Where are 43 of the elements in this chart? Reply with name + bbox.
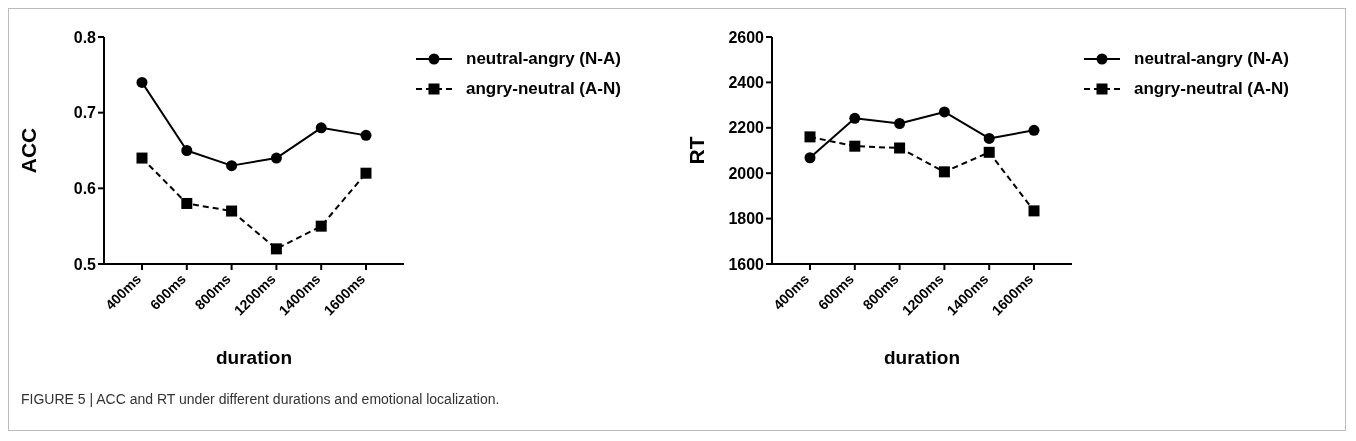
legend-label: neutral-angry (N-A) xyxy=(1134,49,1289,69)
y-tick-label: 2000 xyxy=(728,164,765,182)
point xyxy=(894,117,906,129)
y-axis-title: ACC xyxy=(17,127,41,174)
point xyxy=(136,152,148,164)
x-axis-title: duration xyxy=(884,347,960,368)
point xyxy=(360,167,372,179)
y-tick-label: 1800 xyxy=(728,210,765,228)
point xyxy=(270,243,282,255)
point xyxy=(226,160,238,172)
point xyxy=(804,152,816,164)
legend-label: angry-neutral (A-N) xyxy=(466,79,621,99)
point xyxy=(938,166,950,178)
point xyxy=(1028,205,1040,217)
point xyxy=(804,131,816,143)
caption: FIGURE 5 | ACC and RT under different durations and emotional localization. xyxy=(21,391,500,407)
point xyxy=(849,112,861,124)
y-tick-label: 2600 xyxy=(728,28,765,46)
legend-label: neutral-angry (N-A) xyxy=(466,49,621,69)
y-tick-label: 0.7 xyxy=(73,104,97,122)
point xyxy=(849,140,861,152)
point xyxy=(360,129,372,141)
point xyxy=(1028,124,1040,136)
y-tick-label: 1600 xyxy=(728,255,765,273)
point xyxy=(181,197,193,209)
point xyxy=(226,205,238,217)
point xyxy=(136,76,148,88)
point xyxy=(894,142,906,154)
y-tick-label: 2400 xyxy=(728,74,765,92)
x-axis-title: duration xyxy=(216,347,292,368)
point xyxy=(315,220,327,232)
point xyxy=(270,152,282,164)
point xyxy=(983,132,995,144)
point xyxy=(983,146,995,158)
point xyxy=(181,145,193,156)
y-tick-label: 0.8 xyxy=(73,28,97,46)
y-tick-label: 0.6 xyxy=(73,180,97,198)
legend-label: angry-neutral (A-N) xyxy=(1134,79,1289,99)
y-tick-label: 2200 xyxy=(728,119,765,137)
point xyxy=(938,106,950,118)
y-tick-label: 0.5 xyxy=(73,255,97,273)
y-axis-title: RT xyxy=(685,136,709,165)
point xyxy=(315,122,327,134)
